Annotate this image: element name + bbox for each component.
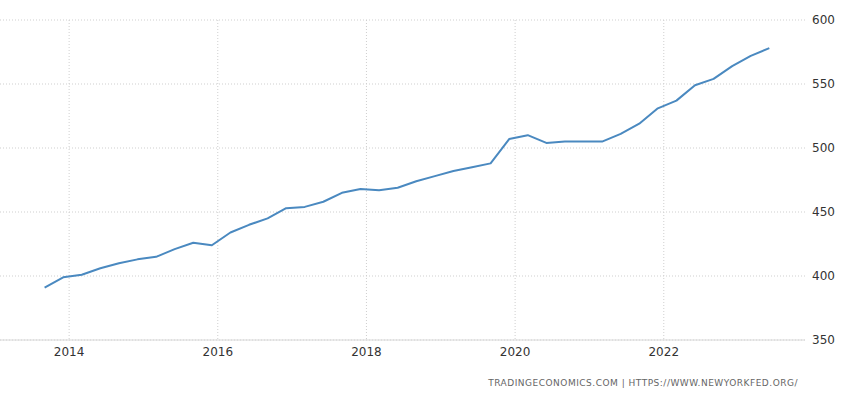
x-grid-line xyxy=(663,20,664,340)
y-grid-line xyxy=(0,84,805,85)
y-tick-label: 600 xyxy=(812,13,835,27)
series xyxy=(45,48,770,287)
x-grid-line xyxy=(366,20,367,340)
x-tick-label: 2014 xyxy=(54,345,85,359)
y-tick-label: 350 xyxy=(812,333,835,347)
x-grid-line xyxy=(515,20,516,340)
y-grid-line xyxy=(0,340,805,341)
x-tick-label: 2018 xyxy=(351,345,382,359)
x-grid-line xyxy=(69,20,70,340)
x-tick-label: 2020 xyxy=(500,345,531,359)
x-grid-line xyxy=(217,20,218,340)
x-tick-label: 2022 xyxy=(648,345,679,359)
axes: 350 400 450 500 550 600 2014 2016 2018 2020 2022 xyxy=(0,13,835,359)
source: TRADINGECONOMICS.COM | HTTPS://WWW.NEWYO… xyxy=(487,378,798,388)
y-grid-line xyxy=(0,212,805,213)
x-axis-line xyxy=(0,340,805,341)
y-tick-label: 550 xyxy=(812,77,835,91)
y-grid-line xyxy=(0,276,805,277)
line xyxy=(45,48,770,287)
y-grid-line xyxy=(0,20,805,21)
grid xyxy=(0,20,805,340)
y-grid-line xyxy=(0,148,805,149)
y-tick-label: 400 xyxy=(812,269,835,283)
x-tick-label: 2016 xyxy=(203,345,234,359)
chart: 350 400 450 500 550 600 2014 2016 2018 2020 2022 TR… xyxy=(0,0,850,400)
y-tick-label: 450 xyxy=(812,205,835,219)
y-tick-label: 500 xyxy=(812,141,835,155)
